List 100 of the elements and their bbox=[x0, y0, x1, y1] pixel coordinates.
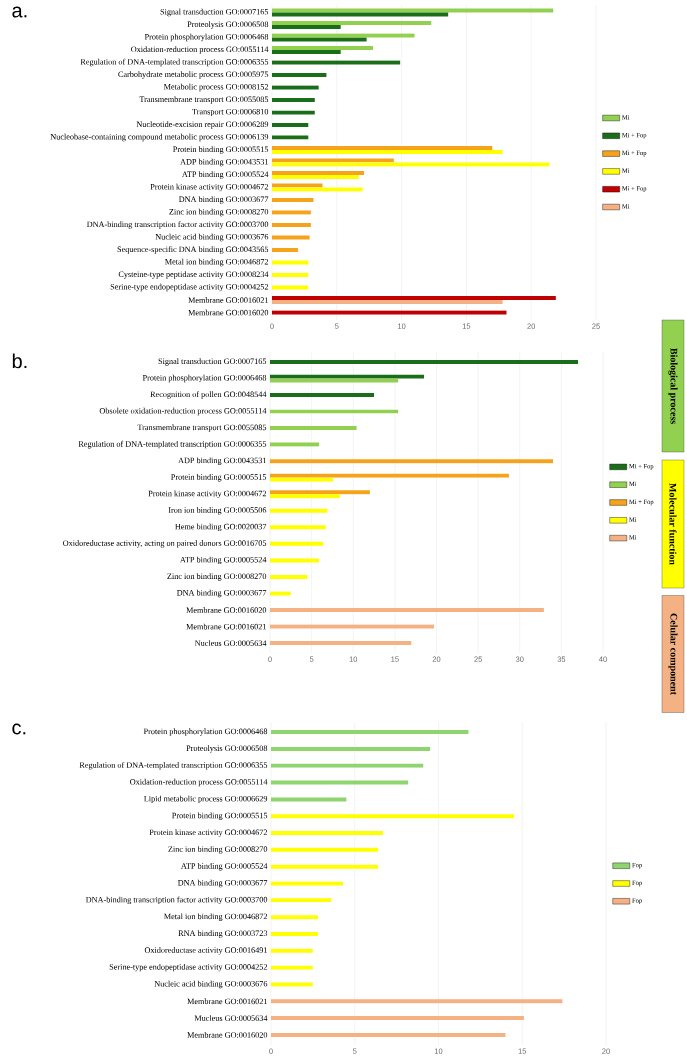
y-tick-label: Nucleus GO:0005634 bbox=[194, 640, 267, 646]
bar bbox=[272, 60, 401, 65]
y-tick-label: Oxidation-reduction process GO:0055114 bbox=[130, 778, 268, 787]
bar bbox=[271, 931, 318, 936]
bar bbox=[272, 12, 449, 17]
y-tick-label: Transmembrane transport GO:0055085 bbox=[139, 96, 269, 104]
y-tick-label: Obsolete oxidation-reduction process GO:0055114 bbox=[99, 407, 267, 416]
y-tick-label: DNA-binding transcription factor activity GO:0003700 bbox=[85, 896, 268, 905]
bar bbox=[272, 98, 315, 103]
y-tick-label: Protein kinase activity GO:0004672 bbox=[150, 183, 269, 192]
y-tick-label: Mucleus GO:0005634 bbox=[194, 1015, 268, 1021]
bar bbox=[271, 881, 344, 886]
y-tick-label: Metabolic process GO:0008152 bbox=[163, 83, 269, 92]
text: c. bbox=[12, 723, 26, 735]
y-tick-label: Serine-type endopeptidase activity GO:0004252 bbox=[110, 283, 269, 292]
y-tick-label: Nucleic acid binding GO:0003676 bbox=[154, 980, 268, 989]
bar bbox=[272, 223, 311, 228]
bar bbox=[271, 831, 384, 836]
y-tick-label: Protein phosphorylation GO:0006468 bbox=[142, 374, 267, 383]
y-tick-label: Zinc ion binding GO:0008270 bbox=[167, 573, 267, 581]
y-tick-label: Protein kinase activity GO:0004672 bbox=[149, 829, 268, 837]
bar bbox=[270, 641, 412, 646]
bar bbox=[271, 948, 313, 953]
bar bbox=[271, 730, 469, 735]
bar bbox=[270, 359, 579, 364]
y-tick-label: Regulation of DNA-templated transcription GO:0006355 bbox=[78, 440, 267, 449]
bar bbox=[271, 797, 347, 802]
y-tick-label: Metal ion binding GO:0046872 bbox=[165, 258, 269, 267]
bar bbox=[272, 150, 503, 155]
bar bbox=[271, 982, 313, 987]
y-tick-label: Membrane GO:0016021 bbox=[188, 297, 268, 303]
bar bbox=[272, 248, 298, 253]
text: Celular component bbox=[668, 613, 678, 695]
y-tick-label: Transmembrane transport GO:0055085 bbox=[137, 424, 267, 432]
text: Molecular function bbox=[669, 483, 677, 565]
y-tick-label: Proteolysis GO:0006508 bbox=[186, 745, 268, 753]
y-tick-label: Zinc ion binding GO:0008270 bbox=[168, 846, 268, 854]
bar bbox=[270, 490, 370, 495]
y-tick-label: Serine-type endopeptidase activity GO:0004252 bbox=[109, 963, 268, 972]
y-tick-label: DNA binding GO:0003677 bbox=[176, 589, 267, 598]
y-tick-label: Membrane GO:0016020 bbox=[186, 607, 267, 613]
y-tick-label: Cysteine-type peptidase activity GO:0008234 bbox=[118, 271, 269, 279]
y-tick-label: Nucleotide-excision repair GO:0006289 bbox=[136, 121, 269, 129]
text: Biological process bbox=[668, 348, 678, 424]
y-tick-label: DNA-binding transcription factor activity GO:0003700 bbox=[86, 221, 269, 229]
y-tick-label: Membrane GO:0016021 bbox=[187, 998, 267, 1005]
text: a. bbox=[12, 6, 27, 18]
y-tick-label: Nucleobase-containing compound metabolic process GO:0006139 bbox=[50, 133, 269, 142]
bar bbox=[271, 864, 379, 869]
y-tick-label: Oxidation-reduction process GO:0055114 bbox=[131, 46, 269, 54]
bar bbox=[271, 965, 313, 970]
y-tick-label: ATP binding GO:0005524 bbox=[180, 862, 268, 871]
bar bbox=[270, 525, 326, 530]
y-tick-label: Proteolysis GO:0006508 bbox=[187, 21, 269, 29]
y-tick-label: Protein phosphorylation GO:0006468 bbox=[144, 33, 269, 42]
bar bbox=[272, 300, 503, 305]
bar bbox=[271, 1032, 506, 1037]
y-tick-label: DNA binding GO:0003677 bbox=[177, 879, 268, 888]
y-tick-label: Oxidoreductase activity GO:0016491 bbox=[144, 947, 267, 955]
bar bbox=[272, 310, 507, 315]
bar bbox=[271, 1016, 524, 1021]
y-tick-label: Protein binding GO:0005515 bbox=[173, 146, 269, 154]
bar bbox=[270, 541, 324, 546]
y-tick-label: Signal transduction GO:0007165 bbox=[158, 358, 267, 366]
y-tick-label: Iron ion binding GO:0005506 bbox=[168, 507, 267, 515]
y-tick-label: Zinc ion binding GO:0008270 bbox=[169, 208, 269, 217]
bar bbox=[270, 558, 320, 563]
y-tick-label: Nucleic acid binding GO:0003676 bbox=[155, 233, 269, 242]
bar bbox=[272, 46, 374, 51]
bar bbox=[272, 260, 309, 265]
y-tick-label: Signal transduction GO:0007165 bbox=[160, 8, 269, 17]
bar bbox=[272, 123, 309, 128]
y-tick-label: Protein binding GO:0005515 bbox=[172, 812, 268, 820]
y-tick-label: ATP binding GO:0005524 bbox=[181, 171, 269, 179]
bar bbox=[271, 746, 431, 751]
y-tick-label: Membrane GO:0016020 bbox=[187, 1032, 268, 1038]
y-tick-label: ATP binding GO:0005524 bbox=[179, 556, 267, 565]
y-tick-label: Carbohydrate metabolic process GO:0005975 bbox=[118, 71, 269, 79]
y-tick-label: Transport GO:0006810 bbox=[192, 108, 269, 117]
y-tick-label: Regulation of DNA-templated transcription GO:0006355 bbox=[80, 58, 269, 67]
bar bbox=[272, 8, 554, 13]
y-tick-label: ADP binding GO:0043531 bbox=[180, 158, 268, 167]
bar bbox=[272, 175, 359, 180]
bar bbox=[271, 847, 379, 852]
bar bbox=[272, 285, 309, 290]
bar bbox=[271, 780, 409, 785]
y-tick-label: Lipid metabolic process GO:0006629 bbox=[144, 795, 268, 804]
y-tick-label: Protein binding GO:0005515 bbox=[171, 473, 267, 482]
bar bbox=[271, 814, 514, 819]
y-tick-label: Protein kinase activity GO:0004672 bbox=[148, 490, 267, 498]
y-tick-label: RNA binding GO:0003723 bbox=[178, 930, 268, 938]
y-tick-label: Membrane GO:0016021 bbox=[186, 623, 266, 630]
bar bbox=[272, 296, 556, 301]
bar bbox=[271, 999, 563, 1004]
y-tick-label: Membrane GO:0016020 bbox=[188, 309, 269, 316]
y-tick-label: Protein phosphorylation GO:0006468 bbox=[143, 728, 268, 736]
bar bbox=[270, 393, 375, 398]
y-tick-label: Sequence-specific DNA binding GO:0043565 bbox=[117, 246, 269, 254]
bar bbox=[270, 494, 340, 499]
bar bbox=[272, 110, 315, 115]
